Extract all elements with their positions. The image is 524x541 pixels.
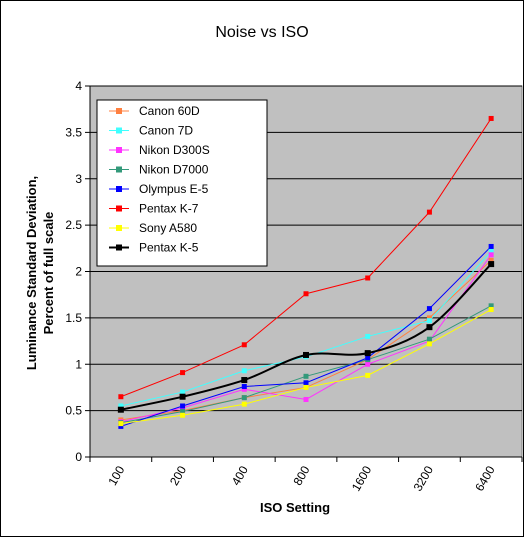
- x-tick-label: 3200: [411, 463, 437, 493]
- data-point-sony-a580-400: [241, 401, 247, 407]
- data-point-canon-7d-400: [241, 368, 247, 374]
- data-point-pentax-k-5-6400: [488, 261, 495, 268]
- data-point-olympus-e-5-200: [180, 403, 186, 409]
- y-tick-labels: 0 0.5 1 1.5 2 2.5 3 3.5 4: [65, 79, 90, 464]
- legend-label: Sony A580: [139, 221, 197, 235]
- data-point-pentax-k-7-3200: [426, 209, 432, 215]
- legend-box: [96, 99, 268, 267]
- y-tick-label: 1: [75, 357, 82, 371]
- x-tick-label: 200: [167, 463, 189, 488]
- data-point-pentax-k-7-200: [180, 370, 186, 376]
- data-point-sony-a580-1600: [365, 372, 371, 378]
- legend-swatch-marker: [116, 244, 122, 251]
- data-point-canon-7d-200: [180, 389, 186, 395]
- data-point-nikon-d7000-6400: [488, 303, 494, 309]
- data-point-canon-7d-100: [118, 403, 124, 409]
- legend-item-olympus-e-5: Olympus E-5: [109, 182, 209, 196]
- y-tick-label: 2: [75, 265, 82, 279]
- data-point-nikon-d7000-800: [303, 373, 309, 379]
- data-point-nikon-d300s-6400: [488, 252, 494, 258]
- data-point-nikon-d300s-400: [241, 386, 247, 392]
- legend-item-nikon-d300s: Nikon D300S: [109, 143, 210, 157]
- y-tick-label: 4: [75, 79, 82, 93]
- series-markers: [117, 115, 495, 429]
- data-point-sony-a580-200: [180, 412, 186, 418]
- data-point-pentax-k-5-200: [179, 393, 186, 400]
- legend-label: Canon 7D: [139, 124, 193, 138]
- data-point-pentax-k-5-1600: [364, 350, 371, 357]
- legend-swatch-marker: [116, 225, 122, 231]
- legend-item-sony-a580: Sony A580: [109, 221, 197, 235]
- y-tick-label: 3.5: [65, 125, 82, 139]
- y-tick-label: 0: [75, 450, 82, 464]
- data-point-nikon-d7000-400: [241, 395, 247, 401]
- legend-item-pentax-k-7: Pentax K-7: [109, 202, 199, 216]
- y-axis-label-line-1: Luminance Standard Deviation,: [24, 176, 39, 370]
- x-tick-label: 1600: [349, 463, 375, 493]
- legend-swatch-marker: [116, 186, 122, 192]
- data-point-canon-7d-6400: [488, 248, 494, 254]
- legend-swatch-marker: [116, 166, 122, 173]
- data-point-pentax-k-7-6400: [488, 115, 494, 121]
- data-point-sony-a580-100: [118, 421, 124, 427]
- data-point-nikon-d7000-3200: [426, 336, 432, 342]
- x-tick-label: 800: [290, 463, 312, 488]
- data-point-canon-60d-3200: [426, 315, 432, 321]
- data-point-pentax-k-7-1600: [365, 275, 371, 281]
- data-point-sony-a580-800: [303, 384, 309, 390]
- data-point-olympus-e-5-1600: [365, 355, 371, 361]
- data-point-olympus-e-5-6400: [488, 243, 494, 249]
- data-point-canon-60d-6400: [488, 257, 494, 263]
- data-point-nikon-d7000-200: [180, 409, 186, 415]
- data-point-canon-7d-1600: [365, 333, 371, 339]
- data-point-nikon-d300s-1600: [365, 361, 371, 367]
- legend-item-nikon-d7000: Nikon D7000: [109, 163, 209, 177]
- x-tick-label: 400: [229, 463, 251, 488]
- legend-swatch-marker: [116, 127, 122, 134]
- legend: Canon 60D Canon 7D Nikon D300S Nikon D7000 O…: [96, 99, 268, 267]
- y-axis-label: Luminance Standard Deviation, Percent of…: [24, 176, 56, 370]
- data-point-pentax-k-7-400: [241, 342, 247, 348]
- x-tick-label: 6400: [472, 463, 498, 493]
- legend-label: Nikon D300S: [139, 143, 210, 157]
- legend-swatch-marker: [116, 108, 122, 114]
- legend-item-pentax-k-5: Pentax K-5: [109, 241, 199, 255]
- data-point-canon-7d-3200: [426, 318, 432, 324]
- y-axis-label-line-2: Percent of full scale: [41, 212, 56, 335]
- data-point-pentax-k-7-100: [118, 394, 124, 400]
- data-point-olympus-e-5-400: [241, 384, 247, 390]
- data-point-pentax-k-5-400: [241, 377, 248, 384]
- data-point-pentax-k-5-100: [117, 406, 124, 413]
- legend-item-canon-60d: Canon 60D: [109, 104, 200, 118]
- legend-label: Pentax K-5: [139, 241, 199, 255]
- data-point-pentax-k-7-800: [303, 291, 309, 297]
- data-point-olympus-e-5-3200: [426, 306, 432, 312]
- x-tick-label: 100: [105, 463, 127, 488]
- chart-title: Noise vs ISO: [215, 24, 308, 41]
- data-point-nikon-d300s-800: [303, 396, 309, 402]
- data-point-pentax-k-5-800: [303, 351, 309, 358]
- legend-label: Pentax K-7: [139, 202, 199, 216]
- data-point-sony-a580-6400: [488, 307, 494, 313]
- x-axis-label: ISO Setting: [260, 500, 330, 515]
- y-tick-label: 0.5: [65, 404, 82, 418]
- legend-label: Nikon D7000: [139, 163, 209, 177]
- x-tick-labels: 100 200 400 800 1600 3200 6400: [89, 457, 523, 494]
- legend-label: Canon 60D: [139, 104, 200, 118]
- y-tick-label: 3: [75, 172, 82, 186]
- legend-swatch-marker: [116, 147, 122, 153]
- legend-item-canon-7d: Canon 7D: [109, 124, 193, 138]
- y-tick-label: 2.5: [65, 218, 82, 232]
- data-point-olympus-e-5-100: [118, 423, 124, 429]
- data-point-pentax-k-5-3200: [426, 324, 433, 331]
- data-point-olympus-e-5-800: [303, 380, 309, 386]
- legend-swatch-marker: [116, 205, 122, 212]
- legend-label: Olympus E-5: [139, 182, 209, 196]
- data-point-sony-a580-3200: [426, 341, 432, 347]
- y-tick-label: 1.5: [65, 311, 82, 325]
